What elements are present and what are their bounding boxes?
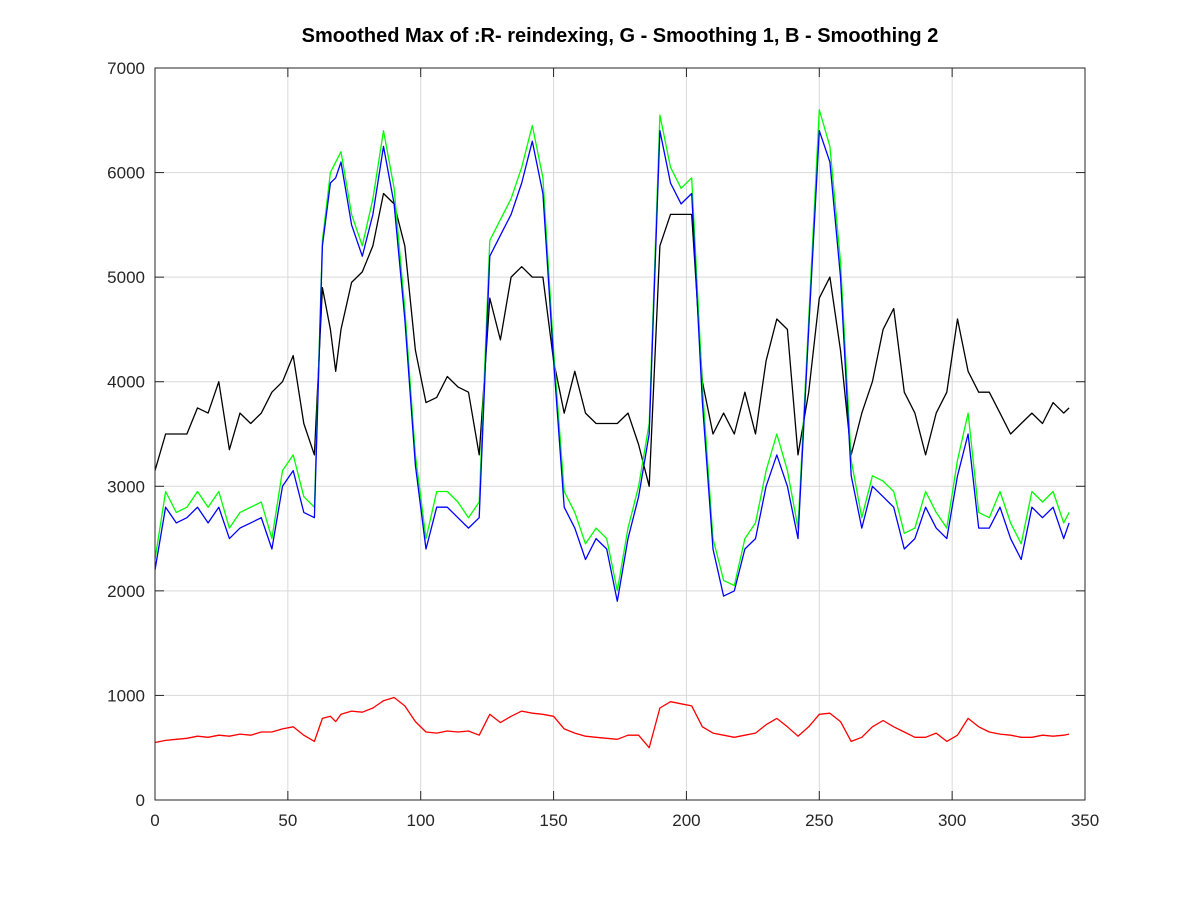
plot-frame [154, 67, 1086, 801]
y-tick-label: 4000 [107, 373, 145, 392]
y-tick-label: 7000 [107, 59, 145, 78]
x-tick-label: 150 [539, 811, 567, 830]
chart-title: Smoothed Max of :R- reindexing, G - Smoo… [302, 25, 939, 47]
x-tick-label: 0 [150, 811, 159, 830]
x-tick-label: 100 [407, 811, 435, 830]
x-tick-label: 350 [1071, 811, 1099, 830]
x-tick-label: 200 [672, 811, 700, 830]
blue-series-line [154, 130, 1070, 602]
red-series-line [154, 696, 1070, 749]
x-tick-label: 300 [938, 811, 966, 830]
y-tick-label: 3000 [107, 477, 145, 496]
y-tick-label: 2000 [107, 582, 145, 601]
black-series-line [154, 192, 1070, 487]
x-tick-label: 250 [805, 811, 833, 830]
y-tick-label: 0 [136, 791, 145, 810]
x-tick-label: 50 [278, 811, 297, 830]
y-tick-label: 1000 [107, 686, 145, 705]
series-lines [154, 109, 1070, 749]
y-tick-label: 5000 [107, 268, 145, 287]
grid [154, 67, 1086, 801]
ticks: 0 50 100 150 200 250 300 350 0 1000 2000 3000 4000 50… [107, 59, 1099, 830]
green-series-line [154, 109, 1070, 592]
y-tick-label: 6000 [107, 164, 145, 183]
